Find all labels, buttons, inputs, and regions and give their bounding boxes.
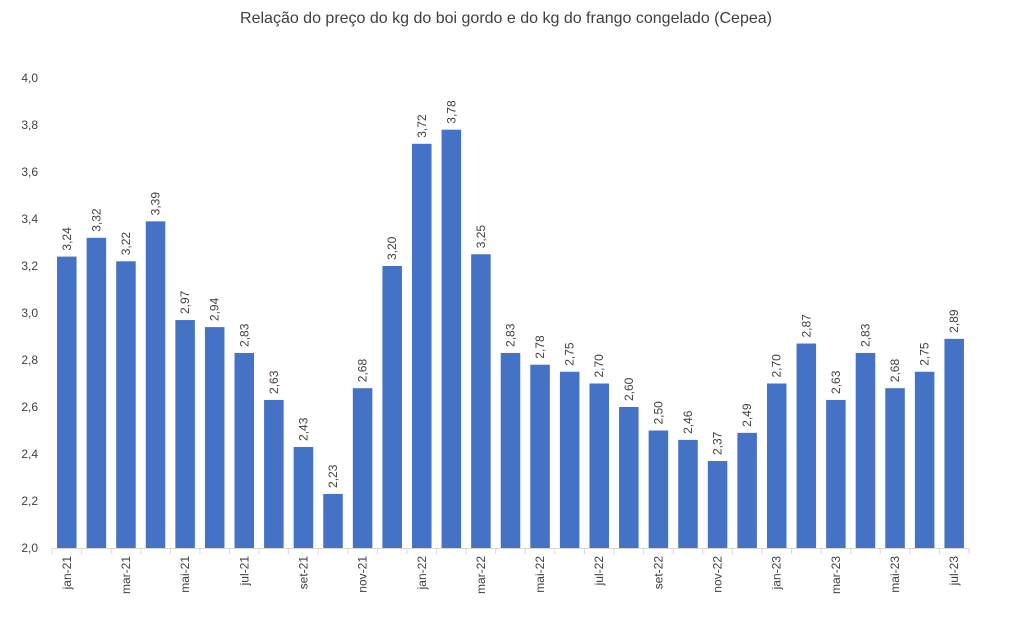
bar-nov-22 [707, 461, 728, 548]
data-label: 2,75 [918, 342, 932, 366]
bar-set-22 [648, 430, 669, 548]
x-tick-label: set-21 [296, 556, 310, 590]
y-tick-label: 2,2 [21, 494, 38, 508]
data-label: 3,39 [149, 192, 163, 216]
x-tick-label: jul-21 [237, 556, 251, 587]
bar-ago-22 [619, 407, 639, 548]
bar-mar-22 [471, 254, 491, 548]
y-tick-label: 2,0 [21, 541, 38, 555]
bars-group [57, 129, 964, 549]
chart-title: Relação do preço do kg do boi gordo e do… [240, 10, 772, 27]
y-tick-label: 3,8 [21, 118, 38, 132]
x-tick-label: mai-23 [888, 556, 902, 593]
bar-jul-22 [589, 383, 610, 548]
data-label: 3,24 [60, 227, 74, 251]
data-label: 3,22 [119, 232, 133, 256]
y-tick-label: 2,8 [21, 353, 38, 367]
bar-jun-21 [204, 327, 225, 548]
data-label: 2,83 [504, 323, 518, 347]
x-axis: jan-21 mar-21 mai-21 jul-21 set-21 nov-21 jan-… [51, 548, 970, 594]
bar-jan-21 [57, 256, 77, 548]
data-label: 2,49 [740, 403, 754, 427]
x-tick-label: jan-21 [60, 556, 74, 591]
y-tick-label: 3,2 [21, 259, 38, 273]
x-tick-label: mai-22 [533, 556, 547, 593]
bar-set-21 [293, 446, 314, 548]
bar-mar-23 [826, 399, 846, 548]
bar-dez-21 [382, 266, 402, 548]
bar-mai-22 [530, 364, 550, 548]
data-label: 2,87 [799, 314, 813, 338]
bar-jan-22 [411, 143, 432, 549]
x-tick-label: mar-21 [119, 556, 133, 594]
data-label: 2,83 [858, 323, 872, 347]
bar-jan-23 [766, 383, 787, 548]
data-label: 2,63 [267, 370, 281, 394]
data-label: 2,70 [770, 354, 784, 378]
bar-fev-21 [86, 237, 107, 549]
y-tick-label: 2,6 [21, 400, 38, 414]
y-tick-label: 3,0 [21, 306, 38, 320]
data-label: 2,46 [681, 410, 695, 434]
data-label: 2,63 [829, 370, 843, 394]
x-tick-label: jul-22 [592, 556, 606, 587]
data-label: 2,89 [947, 309, 961, 333]
data-label: 2,70 [592, 354, 606, 378]
x-tick-label: mai-21 [178, 556, 192, 593]
x-tick-label: mar-22 [474, 556, 488, 594]
data-label: 2,43 [296, 417, 310, 441]
bar-fev-22 [441, 129, 462, 548]
y-axis: 2,0 2,2 2,4 2,6 2,8 3,0 3,2 3,4 3,6 3,8 4,0 [21, 71, 38, 555]
bar-abr-22 [500, 352, 521, 548]
data-label: 2,60 [622, 377, 636, 401]
data-label: 2,50 [651, 401, 665, 425]
data-label: 2,97 [178, 290, 192, 314]
x-tick-label: jan-22 [415, 556, 429, 591]
data-label: 2,23 [326, 464, 340, 488]
bar-ago-21 [264, 399, 284, 548]
y-tick-label: 4,0 [21, 71, 38, 85]
bar-nov-21 [352, 388, 373, 548]
data-label: 3,78 [444, 100, 458, 124]
data-label: 2,83 [237, 323, 251, 347]
bar-jul-23 [944, 338, 964, 548]
bar-abr-21 [145, 221, 166, 548]
y-tick-label: 3,4 [21, 212, 38, 226]
data-label: 2,37 [711, 431, 725, 455]
bar-jun-22 [559, 371, 580, 548]
x-tick-label: jan-23 [770, 556, 784, 591]
data-label: 3,72 [415, 114, 429, 138]
x-tick-label: nov-22 [711, 556, 725, 593]
data-label: 2,78 [533, 335, 547, 359]
x-tick-label: nov-21 [356, 556, 370, 593]
data-labels-group: 3,24 3,32 3,22 3,39 2,97 2,94 2,83 2,63 2,43 2,23… [60, 100, 961, 488]
bar-out-21 [323, 493, 343, 548]
y-tick-label: 2,4 [21, 447, 38, 461]
x-tick-label: set-22 [651, 556, 665, 590]
bar-jul-21 [234, 352, 255, 548]
bar-mai-21 [175, 320, 195, 548]
bar-out-22 [678, 439, 698, 548]
data-label: 2,94 [208, 297, 222, 321]
x-tick-label: mar-23 [829, 556, 843, 594]
bar-mai-23 [885, 388, 905, 548]
data-label: 2,68 [356, 359, 370, 383]
x-tick-label: jul-23 [947, 556, 961, 587]
data-label: 3,32 [89, 208, 103, 232]
y-tick-label: 3,6 [21, 165, 38, 179]
data-label: 2,75 [563, 342, 577, 366]
data-label: 2,68 [888, 359, 902, 383]
bar-fev-23 [796, 343, 817, 548]
data-label: 3,25 [474, 225, 488, 249]
bar-dez-22 [737, 432, 757, 548]
data-label: 3,20 [385, 236, 399, 260]
bar-mar-21 [116, 261, 136, 548]
bar-jun-23 [914, 371, 935, 548]
bar-abr-23 [855, 352, 876, 548]
